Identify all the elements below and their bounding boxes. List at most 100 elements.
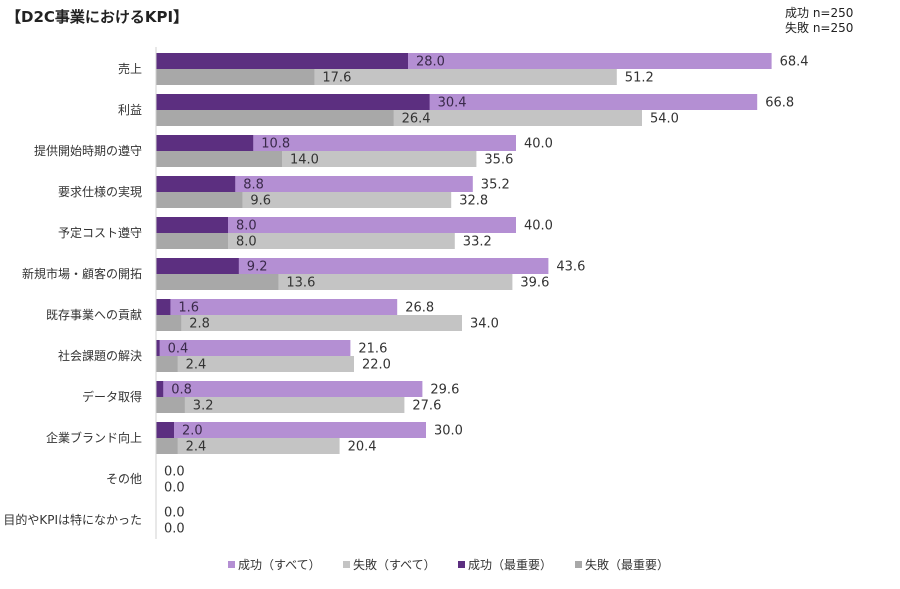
legend-label: 成功（最重要）	[468, 558, 552, 572]
value-label-success-top: 9.2	[247, 260, 268, 275]
bar-success-all	[156, 258, 549, 274]
value-label-fail-all: 39.6	[520, 276, 549, 291]
value-label-success-all: 35.2	[481, 178, 510, 193]
bar-fail-top	[156, 438, 178, 454]
sample-size-note: 成功 n=250 失敗 n=250	[785, 6, 853, 36]
bar-success-top	[156, 94, 430, 110]
value-label-success-all: 43.6	[556, 260, 585, 275]
value-label-success-all: 21.6	[358, 342, 387, 357]
value-label-fail-all: 27.6	[412, 399, 441, 414]
bar-success-all	[156, 422, 426, 438]
value-label-fail-top: 14.0	[290, 153, 319, 168]
bar-success-all	[156, 217, 516, 233]
value-label-fail-all: 0.0	[164, 481, 185, 496]
bar-success-top	[156, 53, 408, 69]
bar-success-top	[156, 299, 171, 315]
category-label: その他	[106, 472, 142, 486]
bar-success-top	[156, 381, 164, 397]
category-label: 新規市場・顧客の開拓	[22, 266, 142, 281]
bar-fail-top	[156, 110, 394, 126]
legend-label: 失敗（最重要）	[585, 557, 669, 572]
value-label-fail-top: 17.6	[322, 71, 351, 86]
bar-success-top	[156, 340, 160, 356]
bar-fail-all	[156, 438, 340, 454]
value-label-fail-all: 0.0	[164, 522, 185, 537]
value-label-success-top: 28.0	[416, 55, 445, 70]
value-label-success-all: 0.0	[164, 506, 185, 521]
legend-label: 失敗（すべて）	[353, 557, 436, 572]
legend-swatch	[228, 561, 235, 568]
legend-swatch	[575, 561, 582, 568]
value-label-success-top: 8.0	[236, 219, 257, 234]
value-label-fail-top: 9.6	[250, 194, 271, 209]
legend-swatch	[343, 561, 350, 568]
bar-fail-top	[156, 397, 185, 413]
category-label: 既存事業への貢献	[46, 307, 142, 322]
value-label-success-all: 68.4	[780, 55, 809, 70]
value-label-success-all: 0.0	[164, 465, 185, 480]
value-label-success-top: 1.6	[178, 301, 199, 316]
value-label-fail-all: 22.0	[362, 358, 391, 373]
value-label-success-all: 40.0	[524, 219, 553, 234]
value-label-fail-top: 8.0	[236, 235, 257, 250]
value-label-fail-all: 54.0	[650, 112, 679, 127]
category-label: 利益	[118, 103, 142, 117]
value-label-fail-all: 51.2	[625, 71, 654, 86]
bar-fail-all	[156, 397, 405, 413]
value-label-fail-all: 20.4	[348, 440, 377, 455]
value-label-fail-top: 3.2	[193, 399, 214, 414]
sample-size-success: 成功 n=250	[785, 6, 854, 20]
value-label-success-top: 8.8	[243, 178, 264, 193]
value-label-fail-all: 33.2	[463, 235, 492, 250]
bar-success-top	[156, 135, 254, 151]
value-label-success-all: 29.6	[430, 383, 459, 398]
bar-fail-top	[156, 233, 228, 249]
sample-size-fail: 失敗 n=250	[785, 21, 854, 35]
value-label-success-top: 0.8	[171, 383, 192, 398]
category-label: データ取得	[82, 389, 142, 404]
value-label-success-top: 0.4	[168, 342, 189, 357]
value-label-fail-top: 13.6	[286, 276, 315, 291]
value-label-fail-top: 2.8	[189, 317, 210, 332]
category-label: 社会課題の解決	[58, 348, 142, 363]
bar-fail-top	[156, 274, 279, 290]
value-label-success-top: 2.0	[182, 424, 203, 439]
bar-fail-all	[156, 315, 462, 331]
bar-fail-top	[156, 151, 282, 167]
value-label-success-top: 30.4	[438, 96, 467, 111]
bar-success-top	[156, 258, 239, 274]
bar-fail-all	[156, 233, 455, 249]
value-label-fail-top: 2.4	[186, 440, 207, 455]
value-label-success-top: 10.8	[261, 137, 290, 152]
chart-title: 【D2C事業におけるKPI】	[6, 8, 189, 26]
bar-fail-top	[156, 192, 243, 208]
category-label: 目的やKPIは特になかった	[3, 512, 142, 527]
bar-fail-all	[156, 356, 354, 372]
category-label: 提供開始時期の遵守	[34, 143, 142, 158]
category-label: 要求仕様の実現	[58, 184, 142, 199]
bar-fail-top	[156, 315, 182, 331]
value-label-success-all: 30.0	[434, 424, 463, 439]
value-label-success-all: 66.8	[765, 96, 794, 111]
bar-success-top	[156, 217, 228, 233]
value-label-success-all: 26.8	[405, 301, 434, 316]
bar-fail-top	[156, 356, 178, 372]
bar-success-all	[156, 381, 423, 397]
category-label: 予定コスト遵守	[58, 225, 142, 240]
value-label-fail-top: 26.4	[402, 112, 431, 127]
value-label-fail-all: 34.0	[470, 317, 499, 332]
bar-success-top	[156, 422, 174, 438]
legend-label: 成功（すべて）	[238, 558, 321, 572]
legend-swatch	[458, 561, 465, 568]
value-label-fail-all: 32.8	[459, 194, 488, 209]
value-label-fail-top: 2.4	[186, 358, 207, 373]
value-label-success-all: 40.0	[524, 137, 553, 152]
bar-fail-top	[156, 69, 315, 85]
category-label: 企業ブランド向上	[46, 430, 142, 445]
category-label: 売上	[118, 61, 142, 76]
bar-success-top	[156, 176, 236, 192]
bar-success-all	[156, 340, 351, 356]
bar-success-all	[156, 299, 398, 315]
value-label-fail-all: 35.6	[484, 153, 513, 168]
